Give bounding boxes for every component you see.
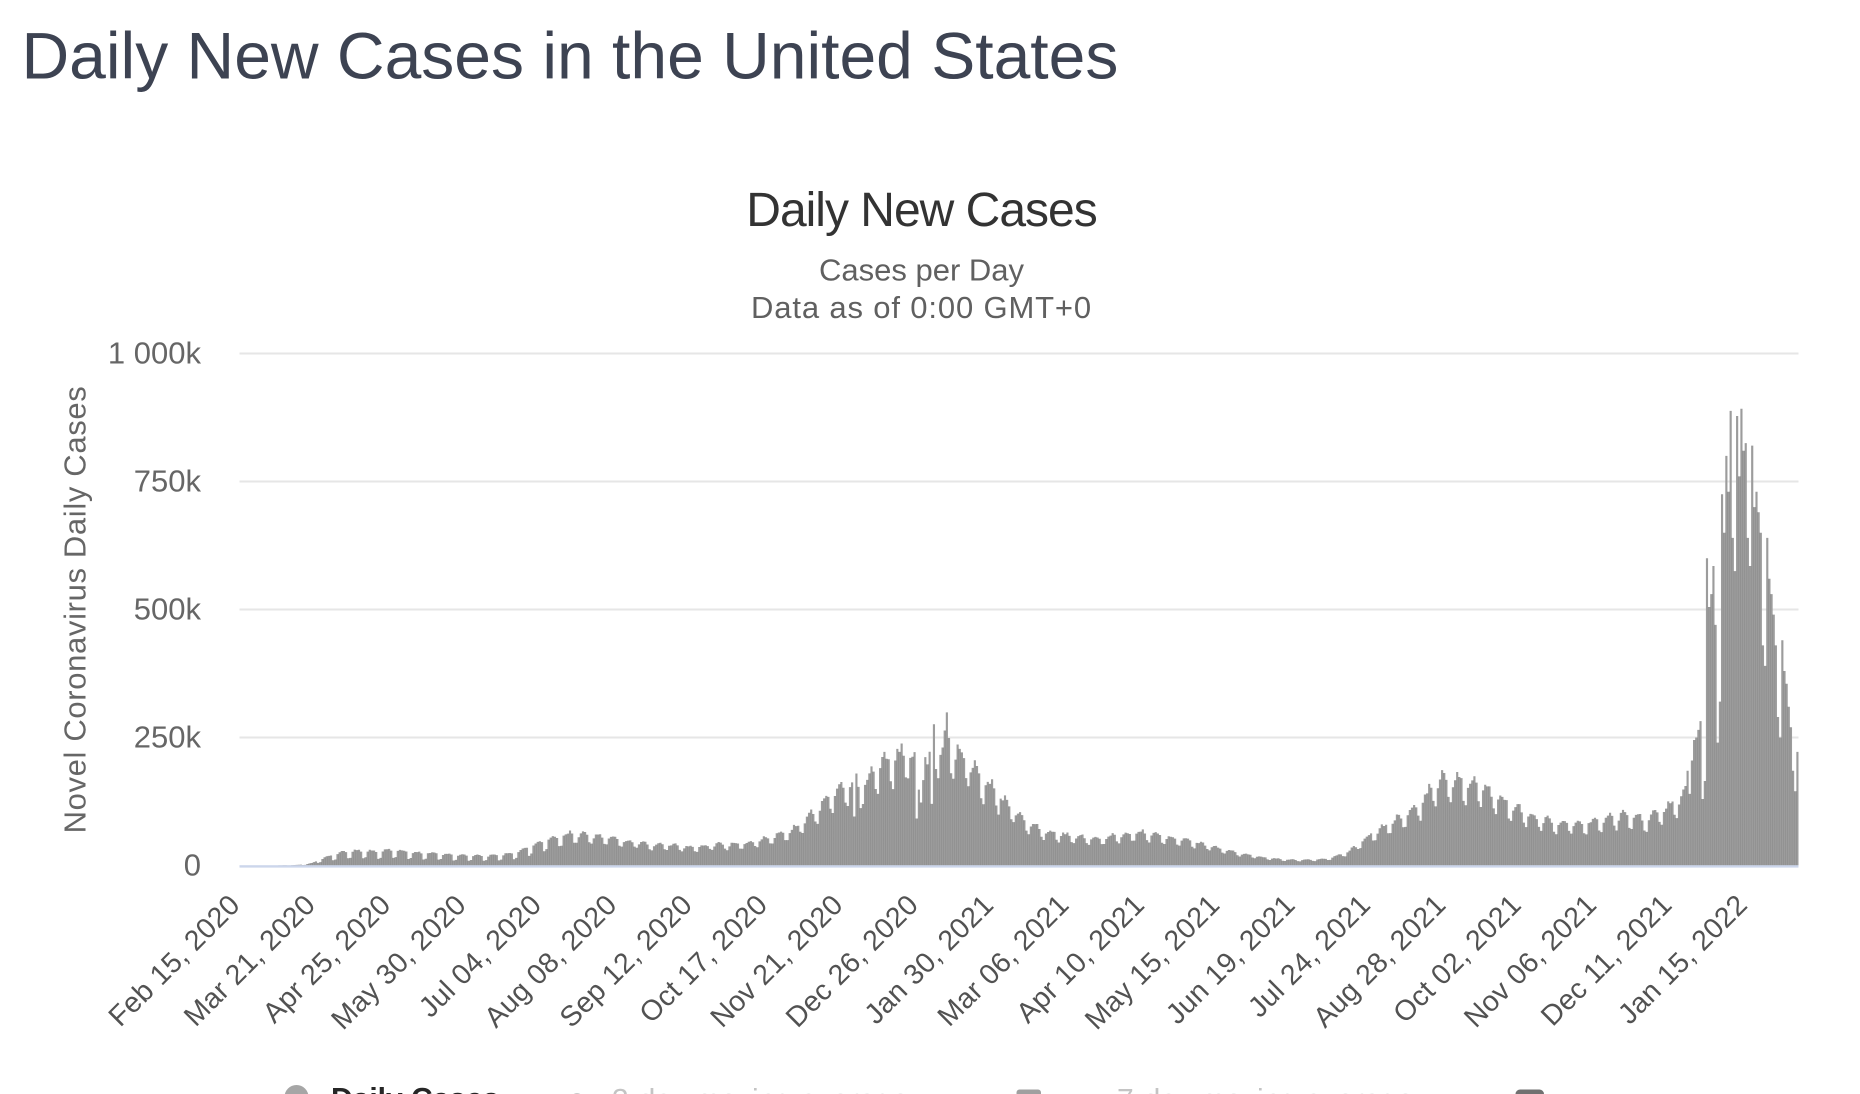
svg-text:Novel Coronavirus Daily Cases: Novel Coronavirus Daily Cases [58,386,93,834]
svg-text:Cases per Day: Cases per Day [819,253,1025,288]
svg-text:Daily Cases: Daily Cases [331,1083,499,1094]
svg-text:500k: 500k [134,592,202,627]
svg-text:Daily New Cases: Daily New Cases [746,184,1096,237]
svg-text:Daily New Cases in the United: Daily New Cases in the United States [22,19,1119,93]
svg-text:1 000k: 1 000k [108,336,202,371]
svg-text:3-day moving average: 3-day moving average [612,1084,909,1094]
svg-text:750k: 750k [134,464,202,499]
svg-text:0: 0 [184,848,201,883]
svg-text:7-day moving average: 7-day moving average [1117,1084,1414,1094]
svg-text:250k: 250k [134,720,202,755]
svg-text:Data as of 0:00 GMT+0: Data as of 0:00 GMT+0 [751,290,1092,325]
